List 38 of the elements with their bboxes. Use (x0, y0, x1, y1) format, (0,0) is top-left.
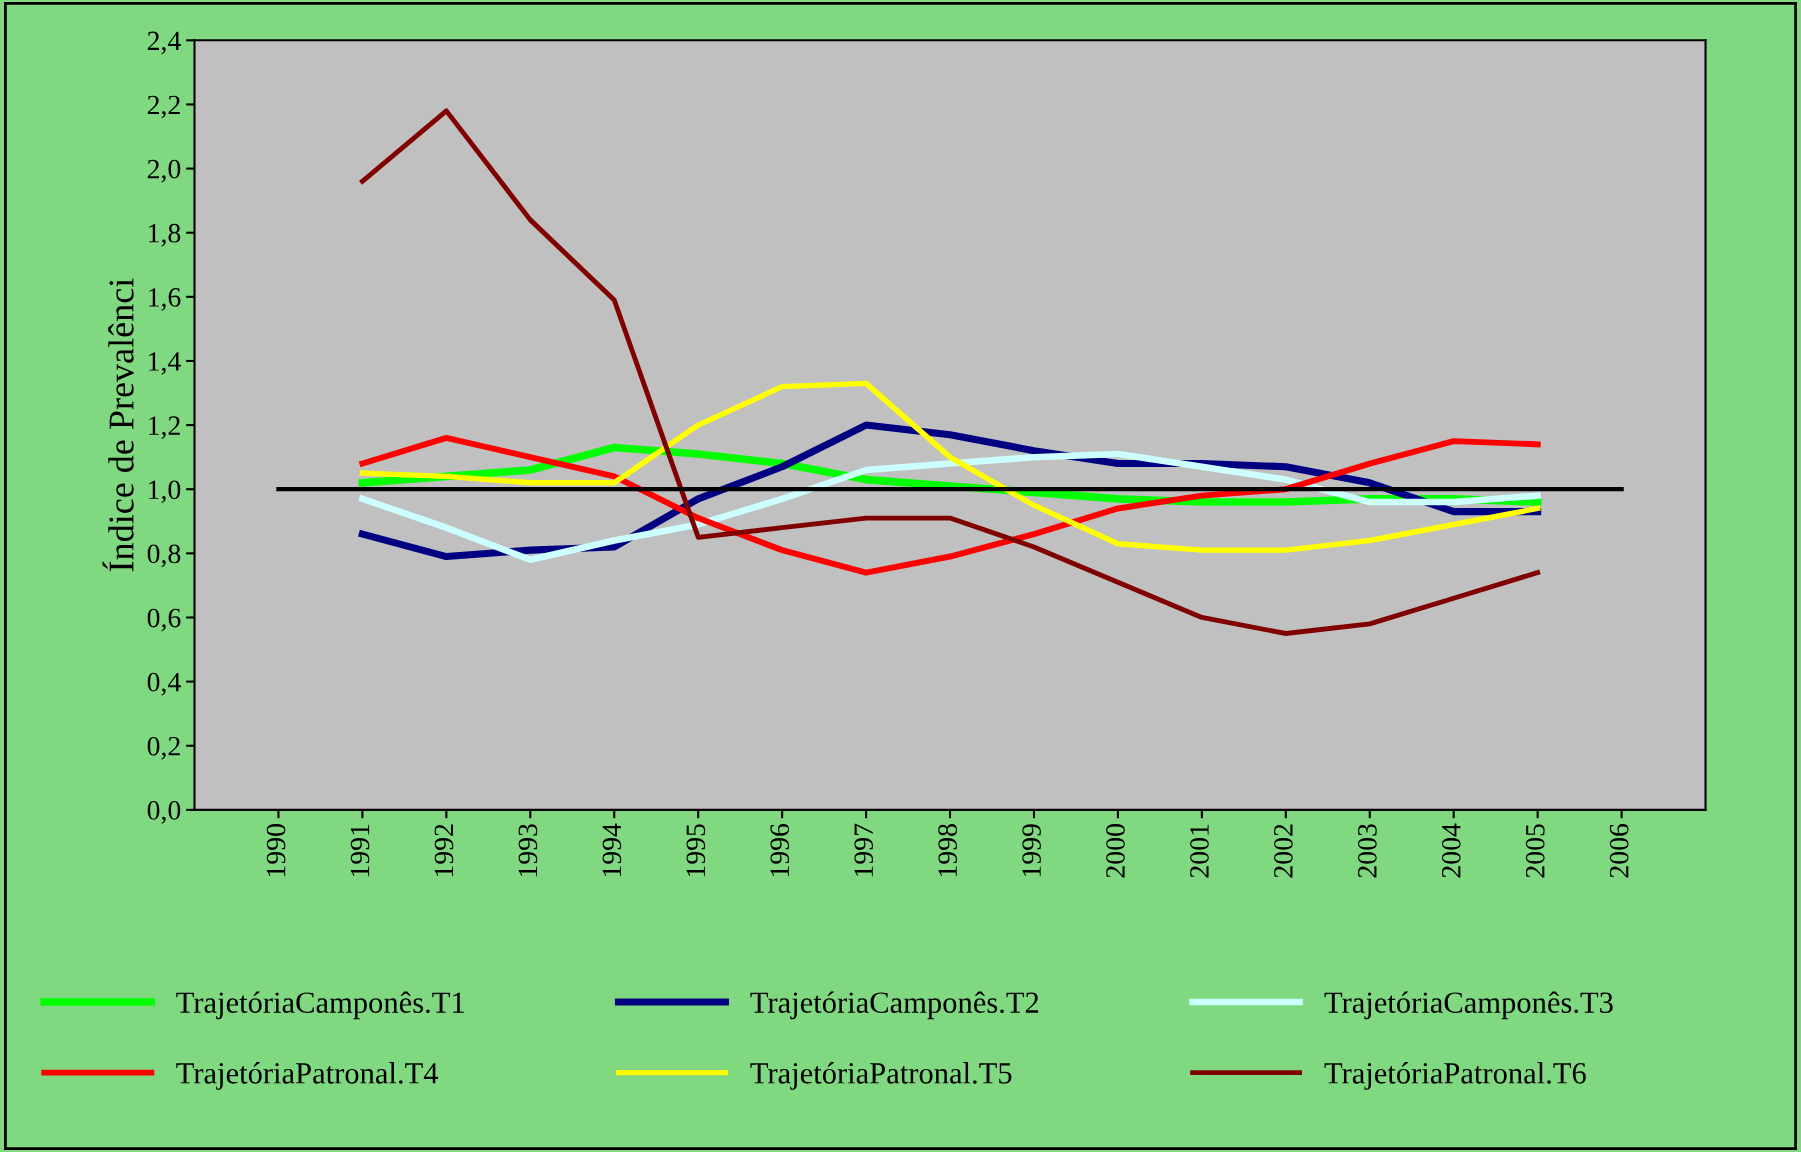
y-tick-label: 0,0 (147, 801, 181, 824)
x-tick-label: 2004 (1441, 823, 1461, 878)
legend-label: TrajetóriaCamponês.T2 (750, 991, 1039, 1020)
legend-label: TrajetóriaCamponês.T3 (1324, 991, 1613, 1020)
x-tick-label: 1994 (602, 823, 622, 877)
x-tick-label: 2003 (1357, 824, 1377, 878)
y-tick-label: 0,4 (147, 672, 181, 696)
legend-label: TrajetóriaPatronal.T4 (176, 1062, 439, 1090)
x-tick-label: 1998 (938, 824, 957, 877)
y-tick-label: 1,8 (149, 223, 181, 247)
legend-label: TrajetóriaPatronal.T5 (750, 1062, 1012, 1090)
x-tick-label: 1995 (686, 824, 706, 877)
y-tick-label: 1,6 (149, 288, 181, 311)
y-tick-label: 2,2 (147, 95, 180, 119)
y-tick-label: 1,0 (149, 480, 181, 504)
x-tick-label: 2002 (1274, 824, 1293, 878)
y-tick-label: 1,2 (149, 416, 180, 439)
x-tick-label: 1996 (770, 823, 790, 877)
y-tick-label: 1,4 (149, 352, 181, 375)
x-tick-label: 2001 (1190, 824, 1209, 878)
y-tick-label: 2,0 (147, 159, 181, 183)
y-tick-label: 0,6 (147, 608, 181, 632)
x-tick-label: 1990 (266, 824, 286, 877)
line-series (359, 108, 1541, 636)
x-tick-label: 1993 (518, 824, 538, 877)
x-tick-label: 1999 (1022, 824, 1041, 877)
x-tick-label: 1992 (434, 824, 454, 877)
legend-label: TrajetóriaPatronal.T6 (1324, 1062, 1586, 1090)
x-tick-label: 2005 (1525, 824, 1545, 878)
y-tick-label: 0,2 (147, 736, 180, 760)
y-tick-label: 2,4 (147, 31, 181, 55)
x-tick-label: 1991 (350, 824, 370, 877)
x-tick-label: 1997 (854, 823, 874, 877)
x-tick-label: 2006 (1609, 823, 1629, 878)
y-tick-label: 0,8 (147, 544, 181, 568)
y-axis-title: Índice de Prevalênci (102, 278, 134, 572)
legend-label: TrajetóriaCamponês.T1 (176, 991, 464, 1020)
x-tick-label: 2000 (1106, 824, 1125, 878)
